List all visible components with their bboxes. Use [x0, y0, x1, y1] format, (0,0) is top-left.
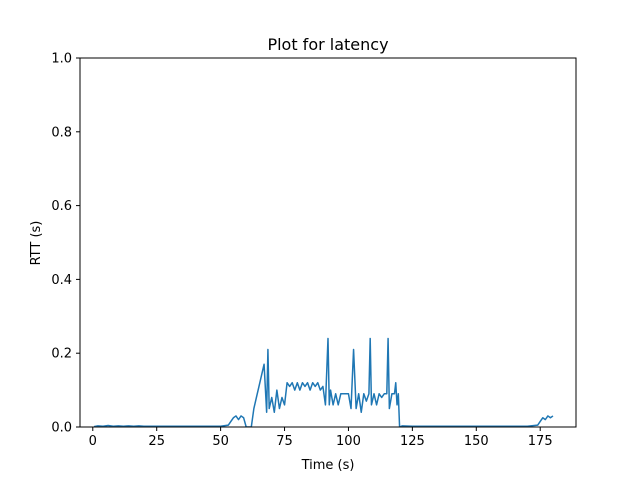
x-axis-title: Time (s): [301, 458, 355, 473]
y-tick-label: 0.2: [51, 347, 72, 362]
series-line-0: [93, 337, 554, 427]
axes-frame: [79, 57, 577, 428]
x-tick-label: 100: [336, 434, 361, 449]
x-tick-label: 75: [276, 434, 293, 449]
y-tick-label: 0.0: [51, 421, 72, 436]
axis-ticks: 0 25 50 75 100 125 150 175 0.0 0.2 0.4 0.6 0.8 1.0: [51, 52, 552, 450]
chart-title: Plot for latency: [267, 35, 388, 54]
y-axis-title: RTT (s): [29, 221, 44, 266]
x-tick-label: 25: [148, 434, 165, 449]
y-tick-label: 1.0: [51, 52, 72, 67]
y-tick-label: 0.4: [51, 273, 72, 288]
y-tick-label: 0.8: [51, 125, 72, 140]
x-tick-label: 175: [528, 434, 553, 449]
x-tick-label: 125: [400, 434, 425, 449]
x-tick-label: 50: [212, 434, 229, 449]
y-tick-label: 0.6: [51, 199, 72, 214]
x-tick-label: 150: [464, 434, 489, 449]
plot-area: [79, 57, 577, 428]
x-tick-label: 0: [89, 434, 97, 449]
